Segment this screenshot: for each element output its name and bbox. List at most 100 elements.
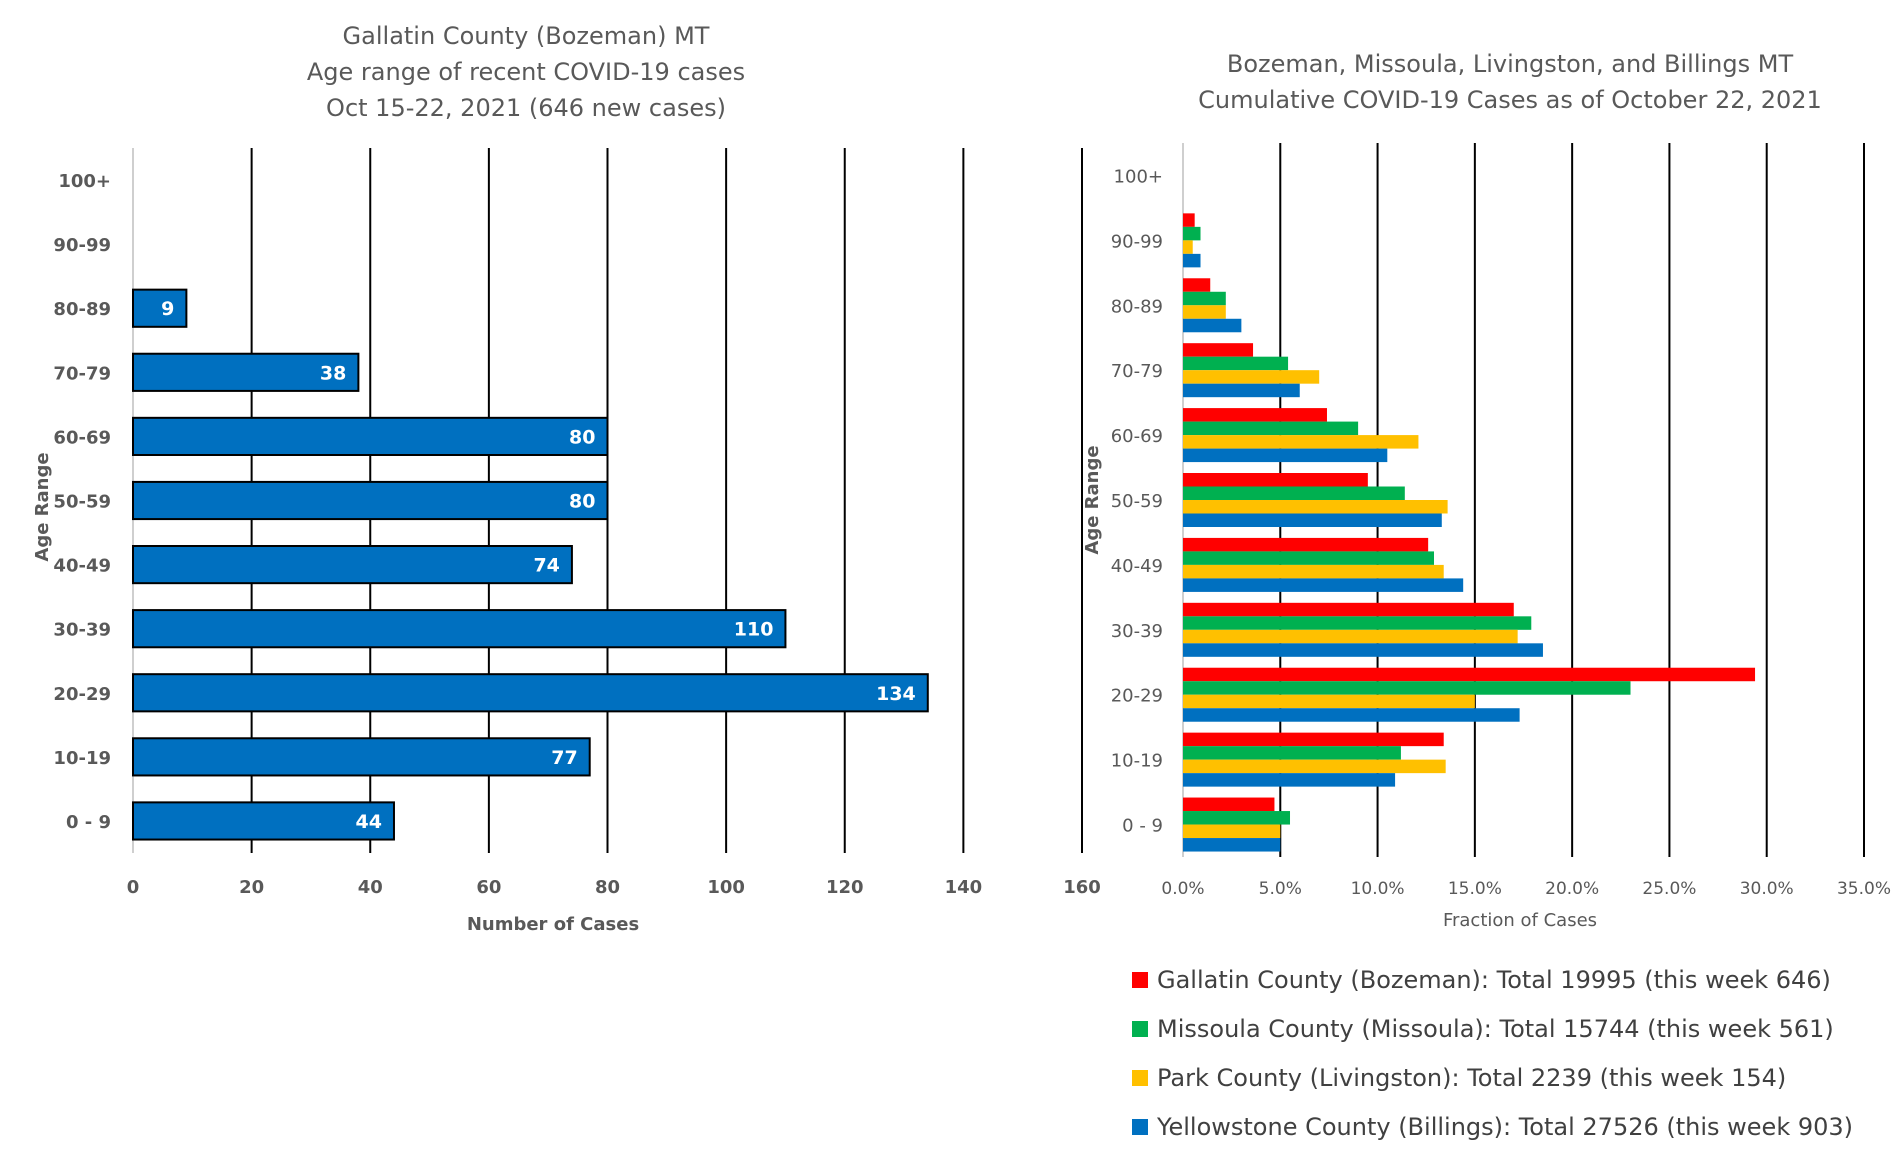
- chart2-x-tick-label: 35.0%: [1837, 879, 1891, 899]
- chart2-x-tick-label: 25.0%: [1642, 879, 1696, 899]
- chart2-bar: [1183, 616, 1532, 630]
- chart1-plot: 0 20 40 60 80 100 120 140 160 100+ 90-99 80-89 9 70-7…: [53, 148, 1101, 898]
- chart1-y-tick-label: 90-99: [53, 235, 111, 256]
- chart2-bar: [1183, 773, 1396, 787]
- chart1-bar: [132, 801, 395, 841]
- chart2-bar: [1183, 213, 1195, 227]
- chart1-bar: [132, 609, 787, 649]
- chart1-title-line2: Age range of recent COVID-19 cases: [307, 58, 745, 86]
- legend-entry-label: Missoula County (Missoula): Total 15744 …: [1157, 1015, 1834, 1043]
- chart1-x-axis-label: Number of Cases: [467, 914, 639, 935]
- chart1-data-label: 80: [569, 426, 595, 448]
- chart2-bar: [1183, 240, 1193, 254]
- chart2-bar: [1183, 448, 1388, 463]
- chart2-bar: [1183, 486, 1405, 500]
- chart2-bar: [1183, 564, 1444, 579]
- chart1-data-label: 80: [569, 491, 595, 513]
- chart2-bar: [1183, 500, 1448, 514]
- chart2-bar: [1183, 513, 1442, 527]
- chart2-legend: Gallatin County (Bozeman): Total 19995 (…: [1132, 966, 1853, 1141]
- chart1-x-tick-label: 60: [476, 877, 501, 898]
- chart2-y-tick-label: 90-99: [1111, 231, 1163, 252]
- chart2-bar: [1183, 356, 1289, 371]
- chart2-bar: [1183, 602, 1514, 617]
- chart1-bar: [132, 545, 573, 585]
- chart1-x-tick-label: 0: [127, 877, 140, 898]
- chart2-bar: [1183, 343, 1254, 357]
- chart2-bar: [1183, 473, 1368, 487]
- chart2-bar: [1183, 305, 1226, 319]
- chart1-data-label: 74: [533, 555, 559, 577]
- chart2-bar: [1183, 629, 1518, 644]
- chart2-bar: [1183, 746, 1401, 760]
- chart2-bar: [1183, 370, 1320, 384]
- chart2-bar: [1183, 551, 1434, 565]
- chart2-title-line2: Cumulative COVID-19 Cases as of October …: [1198, 86, 1822, 114]
- chart1-y-tick-label: 20-29: [53, 684, 111, 705]
- chart2-bar: [1183, 838, 1281, 852]
- chart2-bar: [1183, 694, 1475, 709]
- chart2-x-tick-label: 20.0%: [1545, 879, 1599, 899]
- chart1-y-tick-label: 60-69: [53, 427, 111, 448]
- chart2-y-tick-label: 60-69: [1111, 426, 1163, 447]
- chart2-plot: 0.0% 5.0% 10.0% 15.0% 20.0% 25.0% 30.0% 35.0% 10…: [1111, 143, 1891, 899]
- chart2-bar: [1183, 291, 1226, 306]
- chart1-y-tick-label: 10-19: [53, 748, 111, 769]
- chart2-y-tick-label: 80-89: [1111, 296, 1163, 317]
- chart1-bar: [132, 288, 188, 328]
- chart2-bar: [1183, 732, 1444, 747]
- legend-swatch: [1132, 1021, 1148, 1037]
- chart1-bar: [132, 416, 609, 456]
- chart2-bar: [1183, 278, 1211, 292]
- chart2-bar: [1183, 318, 1242, 333]
- chart1-data-label: 44: [356, 811, 382, 833]
- chart1-y-tick-label: 30-39: [53, 620, 111, 641]
- chart1-bar: [132, 480, 609, 521]
- chart2-y-axis-label: Age Range: [1082, 445, 1103, 554]
- chart1-x-tick-label: 120: [826, 877, 864, 898]
- chart1-x-tick-label: 100: [707, 877, 745, 898]
- chart2-y-tick-label: 50-59: [1111, 491, 1163, 512]
- chart2-bar: [1183, 643, 1543, 657]
- chart1-y-axis-label: Age Range: [32, 452, 53, 561]
- legend-swatch: [1132, 1119, 1148, 1135]
- chart1-x-tick-label: 20: [239, 877, 264, 898]
- chart2-bar: [1183, 667, 1756, 682]
- chart1-y-tick-label: 40-49: [53, 556, 111, 577]
- chart2-y-tick-label: 70-79: [1111, 361, 1163, 382]
- chart2-bar: [1183, 537, 1429, 552]
- legend-entry-label: Park County (Livingston): Total 2239 (th…: [1157, 1064, 1786, 1092]
- chart2-x-tick-label: 30.0%: [1740, 879, 1794, 899]
- chart2-bar: [1183, 435, 1419, 449]
- chart1-title-line1: Gallatin County (Bozeman) MT: [343, 22, 710, 50]
- chart2-x-tick-label: 10.0%: [1351, 879, 1405, 899]
- chart2-bar: [1183, 408, 1327, 422]
- chart2-x-tick-label: 5.0%: [1259, 879, 1302, 899]
- chart1-data-label: 9: [161, 298, 174, 320]
- chart1-bar: [132, 673, 929, 713]
- chart2-bar: [1183, 421, 1359, 436]
- chart1-data-label: 134: [876, 683, 916, 705]
- chart2-y-tick-label: 100+: [1114, 166, 1163, 187]
- chart2-title-line1: Bozeman, Missoula, Livingston, and Billi…: [1227, 50, 1794, 78]
- chart2-x-tick-label: 15.0%: [1448, 879, 1502, 899]
- chart2-y-tick-label: 10-19: [1111, 751, 1163, 772]
- chart2-bar: [1183, 708, 1520, 722]
- legend-entry-label: Gallatin County (Bozeman): Total 19995 (…: [1157, 966, 1831, 994]
- chart1-x-tick-label: 140: [945, 877, 983, 898]
- chart1-data-label: 77: [551, 747, 577, 769]
- chart1-x-tick-label: 80: [595, 877, 620, 898]
- chart1-bar: [132, 737, 591, 777]
- chart2-bar: [1183, 578, 1464, 592]
- chart1-y-tick-label: 100+: [58, 171, 111, 192]
- chart1-title-line3: Oct 15-22, 2021 (646 new cases): [326, 94, 726, 122]
- chart2-x-tick-label: 0.0%: [1161, 879, 1204, 899]
- legend-swatch: [1132, 1070, 1148, 1086]
- chart2-y-tick-label: 0 - 9: [1122, 816, 1163, 837]
- chart1-y-tick-label: 0 - 9: [66, 812, 111, 833]
- legend-entry-label: Yellowstone County (Billings): Total 275…: [1156, 1113, 1853, 1141]
- legend-swatch: [1132, 972, 1148, 988]
- chart2-bar: [1183, 824, 1281, 839]
- chart1-data-label: 110: [734, 619, 774, 641]
